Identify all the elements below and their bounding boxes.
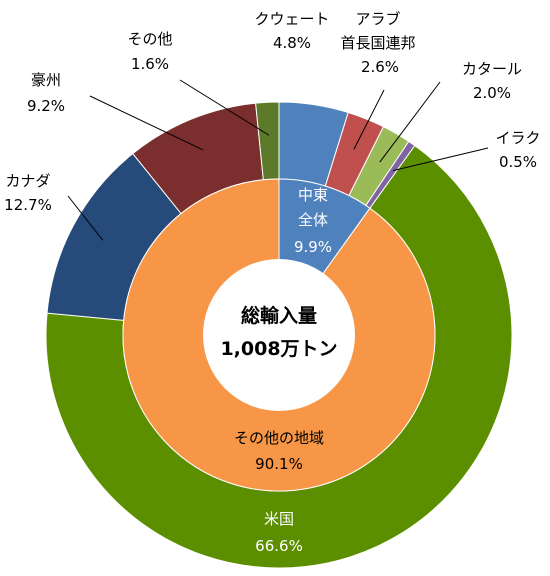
inner-value-0: 9.9% [294,238,332,256]
outer-label-1-0: アラブ [355,10,400,28]
outer-label-3-0: イラク [495,129,540,147]
inner-label-0-1: 全体 [298,211,328,229]
outer-label-7-0: その他 [127,30,172,48]
leader-line-1 [353,89,385,150]
outer-value-6: 9.2% [27,97,65,115]
outer-label-2-0: カタール [462,60,522,78]
center-label-line1: 総輸入量 [241,304,317,327]
leader-line-3 [392,147,489,172]
outer-label-5-0: カナダ [5,172,50,190]
center-label-line2: 1,008万トン [220,338,337,360]
outer-label-4-0: 米国 [264,510,294,528]
outer-ring [45,101,513,569]
leader-lines [67,79,489,241]
leader-line-7 [179,79,270,136]
leader-line-2 [379,81,441,163]
outer-value-5: 12.7% [4,196,52,214]
outer-label-0-0: クウェート [254,10,329,28]
center-hole [203,259,355,411]
outer-value-3: 0.5% [499,153,537,171]
inner-value-1: 90.1% [255,455,303,473]
outer-value-4: 66.6% [255,537,303,555]
outer-value-1: 2.6% [361,58,399,76]
outer-value-0: 4.8% [273,34,311,52]
inner-label-1-0: その他の地域 [234,429,324,447]
inner-label-0-0: 中東 [298,186,328,204]
leader-line-5 [67,195,104,241]
outer-label-6-0: 豪州 [31,71,61,89]
outer-label-1-1: 首長国連邦 [340,34,415,52]
outer-value-7: 1.6% [131,55,169,73]
leader-line-6 [89,95,204,151]
outer-value-2: 2.0% [473,84,511,102]
